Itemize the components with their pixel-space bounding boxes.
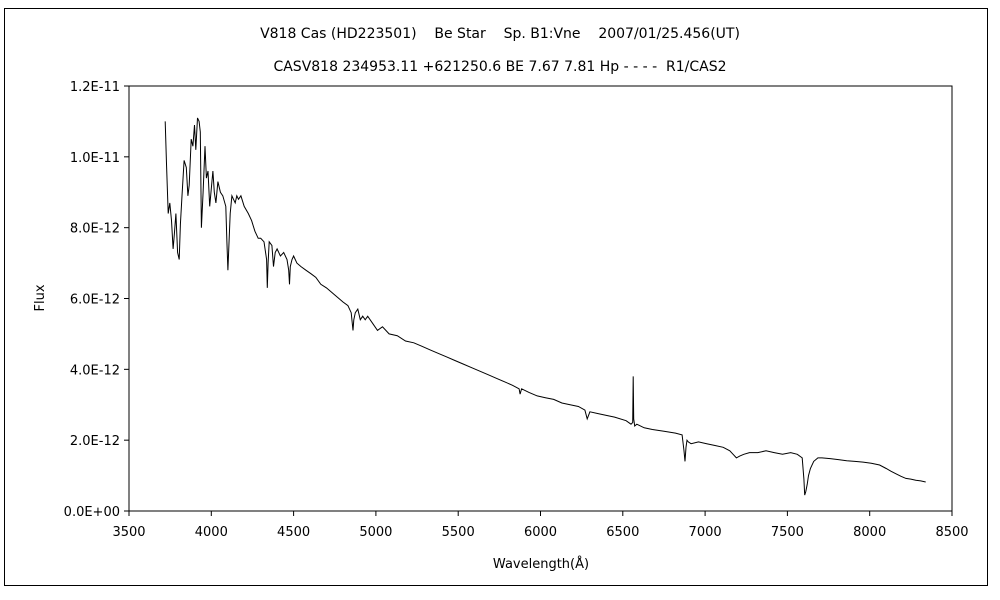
- y-axis: 0.0E+00 2.0E-12 4.0E-12 6.0E-12 8.0E-12 1.0E-…: [64, 80, 129, 520]
- x-axis: 3500 4000 4500 5000 5500 6000 6500 7000 7500 8000…: [112, 511, 969, 540]
- x-tick-label: 5500: [442, 525, 475, 540]
- x-tick-label: 7500: [771, 525, 804, 540]
- y-tick-label: 2.0E-12: [70, 434, 120, 449]
- x-tick-label: 7000: [689, 525, 722, 540]
- y-axis-label: Flux: [33, 284, 48, 311]
- x-tick-label: 3500: [112, 525, 145, 540]
- x-tick-label: 6500: [606, 525, 639, 540]
- y-tick-label: 0.0E+00: [64, 505, 120, 520]
- y-tick-label: 8.0E-12: [70, 222, 120, 237]
- chart-title: V818 Cas (HD223501) Be Star Sp. B1:Vne 2…: [260, 26, 740, 42]
- spectrum-series-line: [164, 117, 926, 496]
- chart-subtitle: CASV818 234953.11 +621250.6 BE 7.67 7.81…: [273, 59, 727, 75]
- x-tick-label: 6000: [524, 525, 557, 540]
- x-tick-label: 4500: [277, 525, 310, 540]
- chart-frame: [4, 8, 988, 586]
- x-axis-label: Wavelength(Å): [493, 556, 589, 572]
- y-tick-label: 6.0E-12: [70, 293, 120, 308]
- y-tick-label: 1.0E-11: [70, 151, 120, 166]
- y-tick-label: 1.2E-11: [70, 80, 120, 95]
- plot-area: [128, 85, 953, 512]
- x-tick-label: 8500: [935, 525, 968, 540]
- x-tick-label: 8000: [853, 525, 886, 540]
- y-tick-label: 4.0E-12: [70, 363, 120, 378]
- x-tick-label: 4000: [195, 525, 228, 540]
- x-tick-label: 5000: [359, 525, 392, 540]
